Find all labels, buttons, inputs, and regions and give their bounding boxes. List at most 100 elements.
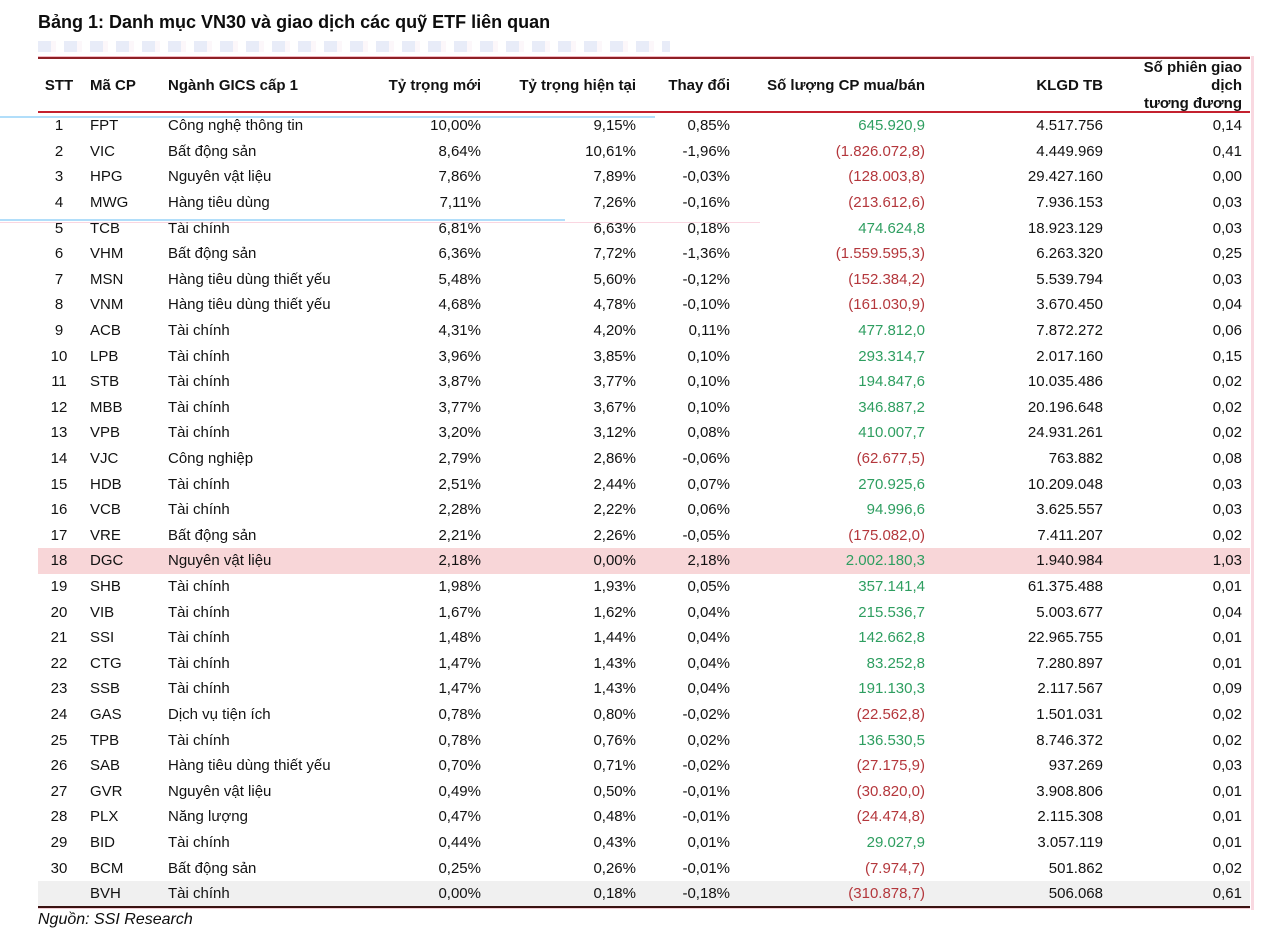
cell-current-weight: 7,26% [593,194,636,212]
cell-ticker: SSI [90,629,115,647]
cell-equivalent-sessions: 0,25 [1212,245,1242,263]
cell-change: -0,01% [682,859,730,877]
cell-stt [38,881,80,907]
cell-new-weight: 3,20% [438,424,481,442]
cell-new-weight: 0,78% [438,731,481,749]
column-header-ty-trong-hien-tai: Tỷ trọng hiện tại [519,77,636,94]
cell-shares-traded: (7.974,7) [864,859,925,877]
cell-ticker: BVH [90,885,121,903]
cell-stt: 7 [54,270,64,288]
cell-sector: Tài chính [168,373,230,391]
table-row: 23 SSB Tài chính 1,47% 1,43% 0,04% 191.130,3 2.… [38,676,1250,702]
cell-avg-volume: 7.872.272 [1036,322,1103,340]
cell-current-weight: 1,44% [593,629,636,647]
table-body: 1 FPT Công nghệ thông tin 10,00% 9,15% 0,85% 6… [38,113,1250,907]
cell-new-weight: 1,47% [438,654,481,672]
cell-equivalent-sessions: 0,01 [1212,808,1242,826]
cell-current-weight: 0,80% [593,705,636,723]
cell-ticker: VCB [90,501,121,519]
table-row: 9 ACB Tài chính 4,31% 4,20% 0,11% 477.812,0 7.8… [38,318,1250,344]
cell-current-weight: 4,78% [593,296,636,314]
cell-avg-volume: 7.280.897 [1036,654,1103,672]
cell-change: -0,12% [682,270,730,288]
cell-equivalent-sessions: 0,01 [1212,654,1242,672]
cell-avg-volume: 3.908.806 [1036,782,1103,800]
cell-avg-volume: 1.940.984 [1036,552,1103,570]
cell-new-weight: 7,86% [438,168,481,186]
cell-stt: 25 [50,731,68,749]
cell-change: 0,06% [687,501,730,519]
cell-sector: Tài chính [168,603,230,621]
cell-sector: Tài chính [168,731,230,749]
table-row: 1 FPT Công nghệ thông tin 10,00% 9,15% 0,85% 6… [38,113,1250,139]
cell-new-weight: 10,00% [430,117,481,135]
cell-avg-volume: 20.196.648 [1027,398,1103,416]
table-row: 21 SSI Tài chính 1,48% 1,44% 0,04% 142.662,8 22… [38,625,1250,651]
cell-equivalent-sessions: 0,08 [1212,450,1242,468]
cell-new-weight: 0,44% [438,833,481,851]
cell-stt: 23 [50,680,68,698]
cell-current-weight: 4,20% [593,322,636,340]
cell-stt: 3 [54,168,64,186]
cell-new-weight: 1,48% [438,629,481,647]
cell-change: 0,07% [687,475,730,493]
cell-sector: Tài chính [168,577,230,595]
cell-shares-traded: (62.677,5) [856,450,925,468]
cell-stt: 21 [50,629,68,647]
table-row: 6 VHM Bất động sản 6,36% 7,72% -1,36% (1.559.5… [38,241,1250,267]
cell-change: 0,10% [687,398,730,416]
cell-current-weight: 0,50% [593,782,636,800]
cell-new-weight: 5,48% [438,270,481,288]
cell-avg-volume: 2.115.308 [1037,808,1103,826]
cell-new-weight: 0,78% [438,705,481,723]
column-header-thay-doi: Thay đổi [668,77,730,94]
cell-current-weight: 2,86% [593,450,636,468]
cell-shares-traded: (1.826.072,8) [835,142,925,160]
cell-equivalent-sessions: 1,03 [1212,552,1242,570]
cell-sector: Nguyên vật liệu [168,552,272,570]
cell-stt: 14 [50,450,68,468]
cell-ticker: LPB [90,347,119,365]
cell-new-weight: 2,21% [438,526,481,544]
cell-shares-traded: (27.175,9) [856,757,925,775]
cell-shares-traded: 142.662,8 [858,629,925,647]
cell-new-weight: 6,81% [438,219,481,237]
cell-avg-volume: 7.936.153 [1036,194,1103,212]
cell-ticker: DGC [90,552,124,570]
cell-equivalent-sessions: 0,09 [1212,680,1242,698]
cell-equivalent-sessions: 0,03 [1212,475,1242,493]
cell-equivalent-sessions: 0,14 [1212,117,1242,135]
cell-stt: 2 [54,142,64,160]
cell-equivalent-sessions: 0,02 [1212,705,1242,723]
cell-equivalent-sessions: 0,61 [1212,885,1242,903]
cell-avg-volume: 3.670.450 [1036,296,1103,314]
cell-ticker: SHB [90,577,121,595]
cell-current-weight: 5,60% [593,270,636,288]
cell-shares-traded: 357.141,4 [858,577,925,595]
cell-new-weight: 0,00% [438,885,481,903]
cell-change: -1,36% [682,245,730,263]
cell-stt: 12 [50,398,68,416]
cell-ticker: MWG [90,194,129,212]
cell-avg-volume: 1.501.031 [1036,705,1103,723]
table-bottom-rule-shadow [38,908,1250,910]
cell-equivalent-sessions: 0,00 [1212,168,1242,186]
cell-avg-volume: 763.882 [1048,450,1103,468]
cell-new-weight: 3,96% [438,347,481,365]
table-row: 17 VRE Bất động sản 2,21% 2,26% -0,05% (175.08… [38,523,1250,549]
cell-current-weight: 3,77% [593,373,636,391]
cell-ticker: VHM [90,245,124,263]
cell-current-weight: 2,44% [593,475,636,493]
cell-shares-traded: (128.003,8) [848,168,925,186]
cell-avg-volume: 5.003.677 [1036,603,1103,621]
cell-change: -0,16% [682,194,730,212]
table-row: 11 STB Tài chính 3,87% 3,77% 0,10% 194.847,6 10… [38,369,1250,395]
cell-new-weight: 8,64% [438,142,481,160]
table-row: BVH Tài chính 0,00% 0,18% -0,18% (310.878,7) 5… [38,880,1250,907]
cell-current-weight: 1,43% [593,654,636,672]
cell-sector: Bất động sản [168,859,257,877]
cell-sector: Dịch vụ tiện ích [168,705,271,723]
cell-shares-traded: 293.314,7 [858,347,925,365]
cell-ticker: MSN [90,270,124,288]
table-row: 5 TCB Tài chính 6,81% 6,63% 0,18% 474.624,8 18.… [38,215,1250,241]
